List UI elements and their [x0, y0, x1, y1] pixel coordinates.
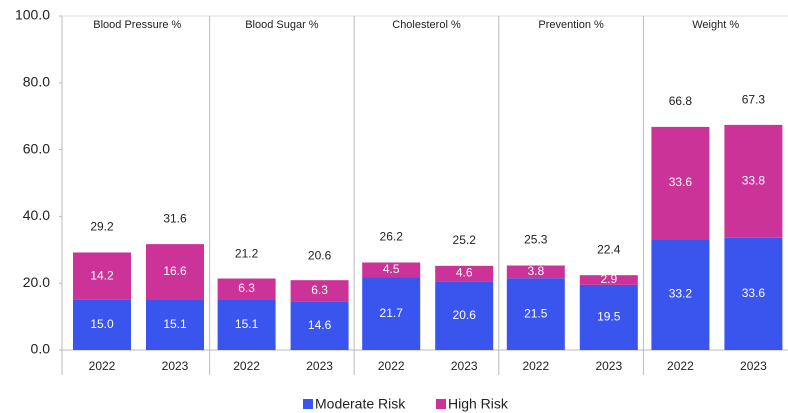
segment-label: 15.1: [235, 317, 259, 331]
x-tick-label: 2023: [740, 359, 767, 373]
segment-label: 4.5: [383, 262, 400, 276]
legend-label: Moderate Risk: [315, 396, 406, 412]
x-tick-label: 2023: [451, 359, 478, 373]
y-tick-label: 80.0: [23, 74, 50, 90]
segment-label: 16.6: [163, 264, 187, 278]
bar-segment: [579, 275, 638, 285]
total-label: 25.3: [524, 233, 548, 247]
bar-segment: [290, 280, 349, 302]
bar-segment: [73, 252, 131, 300]
x-tick-label: 2023: [306, 359, 333, 373]
legend-swatch: [303, 399, 313, 409]
bar-segment: [506, 265, 565, 279]
total-label: 67.3: [742, 92, 766, 106]
x-tick-label: 2022: [522, 359, 549, 373]
legend-label: High Risk: [448, 396, 509, 412]
total-label: 25.2: [453, 233, 477, 247]
x-tick-label: 2022: [89, 359, 116, 373]
x-tick-label: 2022: [378, 359, 405, 373]
bar-segment: [651, 239, 710, 350]
panel-title: Weight %: [692, 19, 739, 31]
segment-label: 4.6: [456, 266, 473, 280]
segment-label: 15.1: [163, 317, 187, 331]
total-label: 29.2: [90, 220, 114, 234]
bar-segment: [579, 284, 638, 350]
bar-segment: [73, 299, 131, 350]
segment-label: 20.6: [453, 308, 477, 322]
total-label: 66.8: [669, 94, 693, 108]
segment-label: 33.8: [742, 174, 766, 188]
panel-title: Blood Pressure %: [93, 19, 181, 31]
y-tick-label: 60.0: [23, 140, 50, 156]
segment-label: 2.9: [600, 272, 617, 286]
total-label: 21.2: [235, 246, 259, 260]
bar-segment: [217, 299, 276, 350]
bar-segment: [146, 244, 204, 300]
segment-label: 33.6: [669, 175, 693, 189]
segment-label: 6.3: [238, 281, 255, 295]
panel-title: Blood Sugar %: [245, 19, 319, 31]
total-label: 31.6: [163, 212, 187, 226]
bar-segment: [506, 278, 565, 350]
segment-label: 21.7: [380, 306, 404, 320]
y-tick-label: 20.0: [23, 274, 50, 290]
total-label: 20.6: [308, 248, 332, 262]
segment-label: 21.5: [524, 306, 548, 320]
legend-swatch: [436, 399, 446, 409]
bar-segment: [435, 281, 494, 350]
segment-label: 14.2: [90, 268, 114, 282]
x-tick-label: 2023: [162, 359, 189, 373]
segment-label: 19.5: [597, 310, 621, 324]
y-tick-label: 100.0: [15, 7, 50, 23]
total-label: 22.4: [597, 242, 621, 256]
bar-segment: [362, 277, 421, 350]
segment-label: 15.0: [90, 317, 114, 331]
y-tick-label: 40.0: [23, 207, 50, 223]
panel-title: Prevention %: [538, 19, 604, 31]
bar-segment: [724, 124, 783, 238]
bar-segment: [435, 265, 494, 282]
x-tick-label: 2022: [233, 359, 260, 373]
segment-label: 33.2: [669, 287, 693, 301]
segment-label: 3.8: [527, 264, 544, 278]
x-tick-label: 2023: [595, 359, 622, 373]
bar-segment: [362, 262, 421, 278]
bar-segment: [217, 278, 276, 300]
bar-segment: [724, 237, 783, 350]
bar-segment: [290, 301, 349, 350]
y-tick-label: 0.0: [31, 341, 51, 357]
segment-label: 33.6: [742, 286, 766, 300]
segment-label: 6.3: [311, 283, 328, 297]
panel-title: Cholesterol %: [392, 19, 461, 31]
bar-segment: [146, 299, 204, 350]
total-label: 26.2: [380, 230, 404, 244]
segment-label: 14.6: [308, 318, 332, 332]
bar-segment: [651, 126, 710, 240]
x-tick-label: 2022: [667, 359, 694, 373]
